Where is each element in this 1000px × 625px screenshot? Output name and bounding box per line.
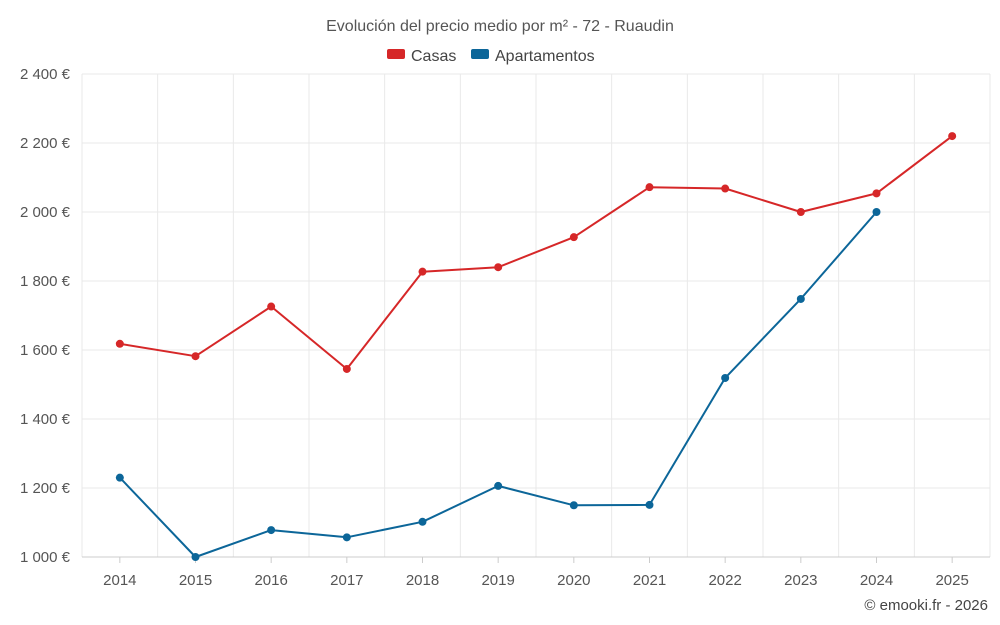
data-point-casas[interactable] xyxy=(872,189,881,198)
x-tick-label: 2024 xyxy=(860,572,893,589)
data-point-casas[interactable] xyxy=(569,233,578,242)
data-point-casas[interactable] xyxy=(948,132,957,141)
grid xyxy=(81,73,991,558)
data-point-casas[interactable] xyxy=(342,364,351,373)
data-point-casas[interactable] xyxy=(645,183,654,192)
data-point-casas[interactable] xyxy=(721,184,730,193)
y-tick-label: 1 000 € xyxy=(20,549,71,566)
data-point-apartamentos[interactable] xyxy=(872,208,881,216)
legend-item-casas[interactable]: Casas xyxy=(387,48,456,65)
x-tick-label: 2015 xyxy=(179,572,212,589)
legend-swatch-casas xyxy=(387,49,405,59)
data-point-apartamentos[interactable] xyxy=(645,500,654,509)
data-point-apartamentos[interactable] xyxy=(721,373,730,382)
data-point-casas[interactable] xyxy=(796,208,805,216)
y-tick-label: 2 400 € xyxy=(20,66,71,83)
x-axis: 2014 2015 2016 2017 2018 2019 2020 2021 2022 2023… xyxy=(82,556,990,589)
y-axis: 1 000 € 1 200 € 1 400 € 1 600 € 1 800 € 2 000… xyxy=(20,66,71,566)
data-point-apartamentos[interactable] xyxy=(267,526,276,535)
y-tick-label: 2 200 € xyxy=(20,135,71,152)
data-point-casas[interactable] xyxy=(494,263,503,272)
x-tick-label: 2021 xyxy=(633,572,666,589)
data-point-apartamentos[interactable] xyxy=(418,517,427,526)
legend-label-casas: Casas xyxy=(411,48,456,65)
legend: Casas Apartamentos xyxy=(387,48,595,65)
legend-swatch-apartamentos xyxy=(471,49,489,59)
data-point-apartamentos[interactable] xyxy=(796,294,805,303)
series-group xyxy=(115,132,957,561)
data-point-apartamentos[interactable] xyxy=(494,481,503,490)
x-tick-label: 2019 xyxy=(481,572,514,589)
y-tick-label: 1 200 € xyxy=(20,480,71,497)
y-tick-label: 1 600 € xyxy=(20,342,71,359)
data-point-apartamentos[interactable] xyxy=(115,473,124,482)
data-point-casas[interactable] xyxy=(418,267,427,276)
x-tick-label: 2017 xyxy=(330,572,363,589)
x-tick-label: 2020 xyxy=(557,572,590,589)
x-tick-label: 2023 xyxy=(784,572,817,589)
y-tick-label: 1 800 € xyxy=(20,273,71,290)
data-point-casas[interactable] xyxy=(115,339,124,348)
legend-label-apartamentos: Apartamentos xyxy=(495,48,595,65)
series-line-casas xyxy=(119,135,953,370)
data-point-apartamentos[interactable] xyxy=(342,533,351,542)
x-tick-label: 2018 xyxy=(406,572,439,589)
x-tick-label: 2022 xyxy=(708,572,741,589)
legend-item-apartamentos[interactable]: Apartamentos xyxy=(471,48,595,65)
credit-text: © emooki.fr - 2026 xyxy=(864,597,988,614)
data-point-apartamentos[interactable] xyxy=(191,553,200,561)
data-point-casas[interactable] xyxy=(267,302,276,311)
x-tick-label: 2025 xyxy=(935,572,968,589)
data-point-apartamentos[interactable] xyxy=(569,501,578,510)
chart-title: Evolución del precio medio por m² - 72 -… xyxy=(326,18,674,35)
y-tick-label: 2 000 € xyxy=(20,204,71,221)
x-tick-label: 2016 xyxy=(254,572,287,589)
y-tick-label: 1 400 € xyxy=(20,411,71,428)
data-point-casas[interactable] xyxy=(191,352,200,361)
x-tick-label: 2014 xyxy=(103,572,136,589)
